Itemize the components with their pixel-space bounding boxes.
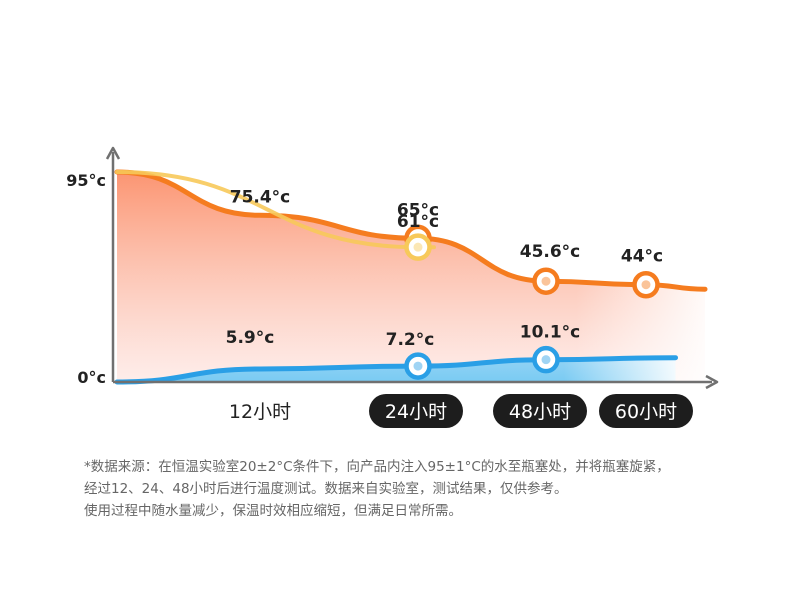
data-point-marker-core: [541, 355, 551, 365]
data-point-marker-core: [413, 361, 423, 371]
x-tick-label: 48小时: [509, 401, 571, 423]
y-tick-95: 95°c: [66, 171, 106, 190]
data-label: 65°c: [397, 200, 439, 220]
category-pill: [493, 394, 587, 428]
data-point-marker: [632, 270, 660, 299]
category-pill: [599, 394, 693, 428]
data-point-marker: [404, 233, 432, 261]
data-label: 44°c: [621, 247, 663, 267]
temperature-chart: 95°c 0°c 12小时 24小时 48小时 60小时 75.4°c 65°c 45.6…: [66, 146, 719, 428]
y-axis-arrow: [105, 146, 121, 160]
data-point-marker-core: [413, 242, 423, 252]
data-label: 7.2°c: [386, 330, 435, 350]
data-label: 45.6°c: [520, 242, 581, 262]
x-tick-label: 24小时: [385, 401, 447, 423]
data-label: 5.9°c: [226, 328, 275, 348]
x-tick-label: 12小时: [229, 401, 291, 423]
x-axis-arrow: [705, 374, 719, 390]
x-tick-label: 60小时: [615, 401, 677, 423]
data-point-marker-core: [541, 276, 551, 286]
y-tick-0: 0°c: [77, 368, 106, 387]
data-label: 75.4°c: [230, 187, 291, 207]
data-point-marker: [532, 345, 560, 374]
data-point-marker: [404, 352, 432, 380]
data-point-marker: [532, 267, 560, 295]
footnote-line-2: 经过12、24、48小时后进行温度测试。数据来自实验室，测试结果，仅供参考。: [84, 481, 568, 497]
category-pill: [369, 394, 463, 428]
hot-area-fade: [117, 172, 705, 382]
data-point-marker-core: [641, 280, 651, 290]
footnote: *数据来源：在恒温实验室20±2°C条件下，向产品内注入95±1°C的水至瓶塞处…: [84, 456, 734, 522]
footnote-line-3: 使用过程中随水量减少，保温时效相应缩短，但满足日常所需。: [84, 503, 462, 519]
data-label: 10.1°c: [520, 323, 581, 343]
footnote-line-1: *数据来源：在恒温实验室20±2°C条件下，向产品内注入95±1°C的水至瓶塞处…: [84, 459, 670, 475]
data-label: 61°c: [397, 212, 439, 232]
